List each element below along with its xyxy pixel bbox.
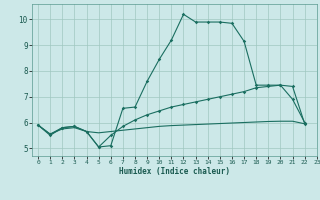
X-axis label: Humidex (Indice chaleur): Humidex (Indice chaleur) (119, 167, 230, 176)
